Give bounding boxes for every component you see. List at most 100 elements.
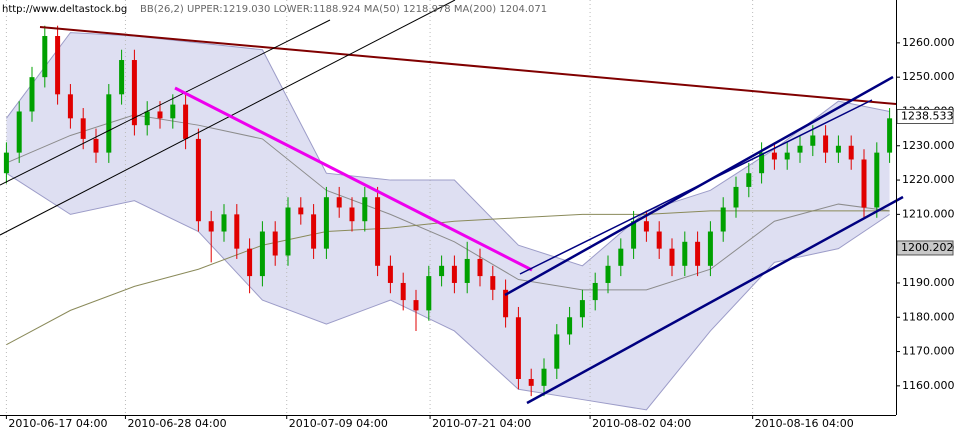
candle-body xyxy=(592,282,598,301)
candle-body xyxy=(67,94,73,119)
y-tick-label: 1250.000 xyxy=(902,70,955,83)
candle-body xyxy=(157,111,163,119)
candle-body xyxy=(515,317,521,379)
candle-body xyxy=(797,145,803,153)
candle-body xyxy=(541,368,547,386)
y-tick-label: 1170.000 xyxy=(902,345,955,358)
x-tick-label: 2010-07-21 04:00 xyxy=(432,417,531,430)
candle-body xyxy=(784,152,790,160)
candle-body xyxy=(131,60,137,126)
trend-lines xyxy=(0,0,904,405)
candle-body xyxy=(234,214,240,249)
candle-body xyxy=(567,317,573,335)
candle-body xyxy=(259,231,265,277)
y-tick-label: 1160.000 xyxy=(902,379,955,392)
trend-line xyxy=(174,86,533,272)
trend-line xyxy=(519,99,873,275)
candle-body xyxy=(643,221,649,232)
candle-body xyxy=(733,186,739,208)
candle-body xyxy=(387,265,393,283)
candle-body xyxy=(3,152,9,174)
candle-body xyxy=(400,282,406,301)
candle-body xyxy=(451,265,457,283)
candle-body xyxy=(362,197,368,222)
candle-body xyxy=(874,152,880,208)
trend-line xyxy=(0,19,331,186)
trend-line xyxy=(0,0,456,236)
candle-body xyxy=(323,197,329,249)
x-tick-label: 2010-07-09 04:00 xyxy=(289,417,388,430)
band-fill xyxy=(6,32,890,410)
x-tick-label: 2010-06-28 04:00 xyxy=(127,417,226,430)
y-tick-label: 1260.000 xyxy=(902,36,955,49)
candle-body xyxy=(835,145,841,153)
bb-lower xyxy=(6,172,890,411)
candle-body xyxy=(759,152,765,174)
y-tick-label: 1220.000 xyxy=(902,173,955,186)
candle-layer xyxy=(3,25,893,397)
candle-body xyxy=(861,159,867,208)
candle-body xyxy=(669,248,675,266)
candle-body xyxy=(618,248,624,266)
band-layer xyxy=(6,32,890,410)
candle-body xyxy=(29,77,35,112)
candle-body xyxy=(80,118,86,139)
candle-body xyxy=(16,111,22,153)
candle-body xyxy=(631,221,637,249)
y-tick-label: 1210.000 xyxy=(902,207,955,220)
candle-body xyxy=(93,138,99,153)
candle-body xyxy=(285,207,291,256)
y-tick-label: 1190.000 xyxy=(902,276,955,289)
candle-body xyxy=(426,276,432,311)
candle-body xyxy=(247,248,253,277)
candle-body xyxy=(464,258,470,283)
candle-body xyxy=(490,276,496,290)
y-tick-label: 1230.000 xyxy=(902,139,955,152)
x-tick-label: 2010-08-16 04:00 xyxy=(755,417,854,430)
candle-body xyxy=(887,118,893,153)
x-tick-label: 2010-06-17 04:00 xyxy=(8,417,107,430)
candle-body xyxy=(42,36,48,78)
candle-body xyxy=(106,94,112,153)
candle-body xyxy=(311,214,317,249)
price-tag: 1200.202 xyxy=(901,241,954,254)
candle-body xyxy=(503,289,509,318)
candle-body xyxy=(771,152,777,160)
candle-body xyxy=(720,207,726,232)
candle-body xyxy=(656,231,662,249)
candle-body xyxy=(336,197,342,208)
candle-body xyxy=(183,104,189,139)
candle-body xyxy=(554,334,560,369)
source: http://www.deltastock.bg xyxy=(2,4,127,15)
trend-line xyxy=(39,26,897,105)
x-tick-label: 2010-08-02 04:00 xyxy=(592,417,691,430)
candle-body xyxy=(528,378,534,386)
candle-body xyxy=(579,300,585,318)
candle-body xyxy=(823,135,829,153)
candle-body xyxy=(144,111,150,126)
candle-body xyxy=(298,207,304,215)
candle-body xyxy=(272,231,278,256)
candle-body xyxy=(439,265,445,277)
trend-line xyxy=(526,195,904,405)
candle-body xyxy=(208,221,214,232)
candle-body xyxy=(695,241,701,266)
candle-body xyxy=(195,138,201,222)
candle-body xyxy=(221,214,227,232)
candle-body xyxy=(605,265,611,283)
candle-body xyxy=(810,135,816,146)
candle-body xyxy=(170,104,176,119)
candle-body xyxy=(746,173,752,187)
candle-body xyxy=(55,36,61,95)
price-tag: 1238.533 xyxy=(901,109,954,122)
ma200 xyxy=(6,210,890,346)
candle-body xyxy=(707,231,713,266)
y-tick-label: 1180.000 xyxy=(902,310,955,323)
candle-body xyxy=(413,300,419,311)
candle-body xyxy=(848,145,854,160)
axis-layer: 1160.0001170.0001180.0001190.0001200.000… xyxy=(5,36,955,430)
candle-body xyxy=(349,207,355,222)
candle-body xyxy=(682,241,688,266)
